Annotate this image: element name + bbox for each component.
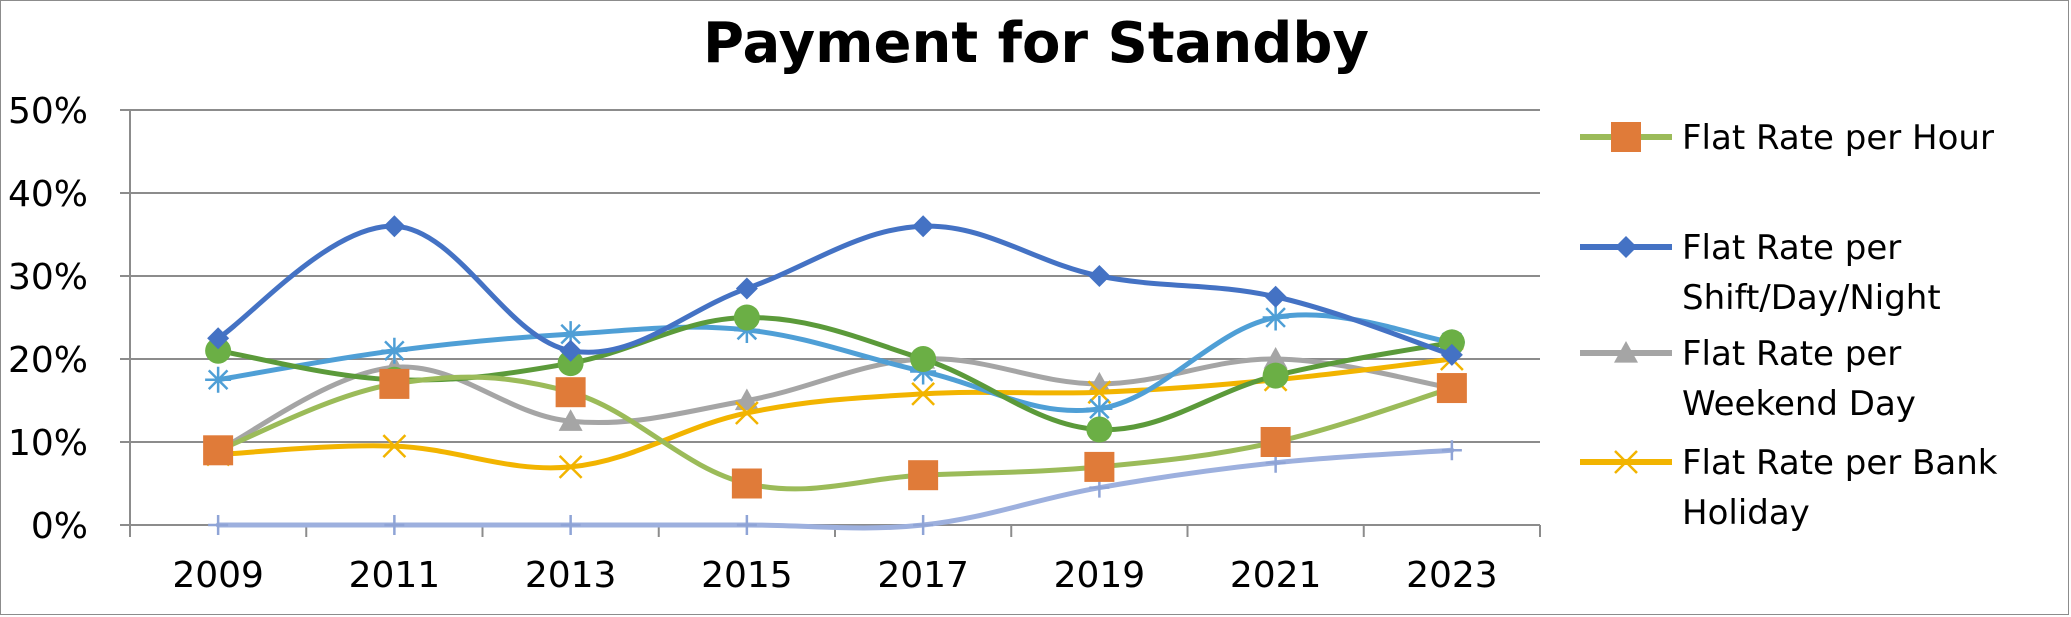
data-point bbox=[557, 321, 584, 348]
legend-marker bbox=[1611, 122, 1641, 152]
legend-item: Flat Rate per Bank Holiday bbox=[1580, 443, 1998, 533]
series-line bbox=[215, 447, 1455, 531]
chart-title: Payment for Standby bbox=[703, 11, 1369, 76]
data-point bbox=[557, 350, 584, 377]
data-point bbox=[1086, 416, 1113, 443]
legend-label: Shift/Day/Night bbox=[1682, 278, 1941, 318]
x-tick-label: 2021 bbox=[1230, 555, 1322, 596]
x-tick-label: 2009 bbox=[172, 555, 264, 596]
data-point bbox=[558, 455, 583, 479]
data-point bbox=[736, 515, 757, 535]
axes: 0% 10% 20% 30% 40% 50% 2009 2011 2013 2015 2017 201… bbox=[8, 91, 1541, 596]
data-point bbox=[913, 515, 934, 535]
data-point bbox=[910, 346, 937, 372]
y-tick-label: 30% bbox=[8, 257, 88, 298]
data-point bbox=[1262, 362, 1289, 389]
x-tick-label: 2013 bbox=[525, 555, 617, 596]
y-tick-label: 40% bbox=[8, 174, 88, 215]
legend-label: Flat Rate per bbox=[1682, 228, 1901, 268]
data-point bbox=[382, 434, 407, 459]
x-tick-label: 2019 bbox=[1054, 555, 1146, 596]
series-layer bbox=[203, 215, 1467, 535]
legend-item: Flat Rate per Shift/Day/Night bbox=[1580, 228, 1941, 318]
data-point bbox=[1263, 347, 1288, 369]
data-point bbox=[555, 377, 586, 408]
legend-label: Flat Rate per bbox=[1682, 334, 1901, 374]
data-point bbox=[731, 468, 762, 499]
grid-lines bbox=[130, 109, 1540, 443]
data-point bbox=[1086, 395, 1113, 422]
data-point bbox=[1087, 380, 1112, 405]
data-point bbox=[207, 327, 230, 350]
y-tick-label: 20% bbox=[8, 340, 88, 381]
x-tick-label: 2011 bbox=[349, 555, 441, 596]
data-point bbox=[384, 515, 405, 535]
legend-label: Flat Rate per Bank bbox=[1682, 443, 1998, 483]
series-1 bbox=[203, 368, 1467, 499]
data-point bbox=[558, 409, 583, 431]
data-point bbox=[908, 460, 939, 491]
legend-label: Weekend Day bbox=[1682, 384, 1916, 424]
y-tick-label: 0% bbox=[31, 506, 88, 547]
y-tick-label: 10% bbox=[8, 423, 88, 464]
legend: Flat Rate per Hour Flat Rate per Shift/Day… bbox=[1580, 118, 1998, 533]
series-line bbox=[215, 356, 1455, 453]
legend-marker bbox=[1614, 450, 1638, 474]
legend-label: Holiday bbox=[1682, 493, 1810, 533]
data-point bbox=[1088, 265, 1111, 287]
x-tick-label: 2017 bbox=[877, 555, 969, 596]
data-point bbox=[1440, 343, 1463, 366]
data-point bbox=[733, 304, 760, 331]
data-point bbox=[734, 388, 759, 411]
data-point bbox=[1260, 427, 1291, 457]
data-point bbox=[381, 337, 408, 364]
x-tick-label: 2015 bbox=[701, 555, 793, 596]
legend-item: Flat Rate per Hour bbox=[1580, 118, 1994, 158]
data-point bbox=[1436, 373, 1467, 404]
data-point bbox=[1441, 440, 1462, 461]
data-point bbox=[1438, 329, 1465, 356]
data-point bbox=[1087, 371, 1112, 394]
data-point bbox=[560, 515, 581, 535]
data-point bbox=[734, 401, 759, 425]
legend-item: Flat Rate per Weekend Day bbox=[1580, 334, 1916, 424]
data-point bbox=[735, 277, 758, 300]
data-point bbox=[912, 215, 935, 238]
series-7 bbox=[208, 440, 1462, 535]
legend-marker bbox=[1614, 341, 1638, 363]
series-2 bbox=[207, 215, 1463, 366]
series-line bbox=[215, 223, 1455, 358]
data-point bbox=[205, 366, 232, 393]
data-point bbox=[1264, 285, 1287, 308]
legend-label: Flat Rate per Hour bbox=[1682, 118, 1994, 158]
data-point bbox=[559, 339, 582, 362]
x-tick-label: 2023 bbox=[1406, 555, 1498, 596]
series-line bbox=[215, 374, 1455, 492]
y-tick-label: 50% bbox=[8, 91, 88, 132]
legend-marker bbox=[1615, 236, 1637, 258]
data-point bbox=[383, 215, 406, 238]
data-point bbox=[205, 337, 232, 364]
data-point bbox=[208, 515, 229, 535]
data-point bbox=[911, 381, 936, 406]
series-line bbox=[215, 312, 1455, 414]
data-point bbox=[1262, 304, 1289, 331]
data-point bbox=[1084, 451, 1115, 482]
data-point bbox=[379, 368, 410, 399]
data-point bbox=[203, 435, 234, 466]
